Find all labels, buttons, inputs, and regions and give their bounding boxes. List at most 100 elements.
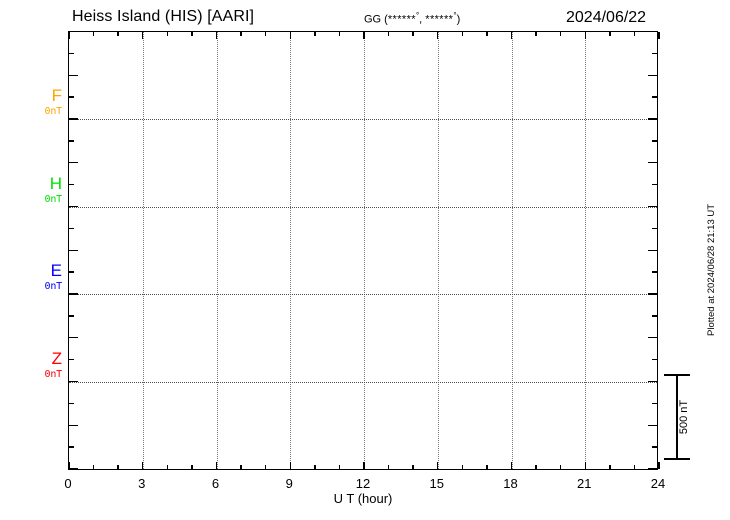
y-axis-tick <box>69 227 74 230</box>
x-axis-tick-label: 24 <box>650 476 666 491</box>
x-axis-tick <box>363 462 365 469</box>
x-axis-title: U T (hour) <box>333 491 393 506</box>
x-axis-tick <box>191 465 193 469</box>
y-axis-tick <box>648 380 657 383</box>
x-axis-tick <box>68 32 70 39</box>
y-axis-tick <box>69 74 78 76</box>
gg-latitude-degree: ° <box>415 11 420 20</box>
x-axis-tick <box>412 32 414 36</box>
x-axis-tick <box>387 465 390 469</box>
y-axis-tick <box>69 140 74 142</box>
vertical-gridline <box>437 32 439 469</box>
component-letter-h: H <box>49 173 62 193</box>
observation-date: 2024/06/22 <box>566 9 647 26</box>
y-axis-tick <box>648 424 657 426</box>
x-axis-tick <box>609 465 611 469</box>
gg-separator: , <box>419 13 426 26</box>
x-axis-tick <box>142 462 144 469</box>
scale-bar-line <box>676 374 678 460</box>
y-axis-tick <box>69 52 74 55</box>
magnetogram-plot-area <box>68 31 660 470</box>
x-axis-tick <box>658 32 660 39</box>
y-axis-tick <box>652 315 657 317</box>
x-axis-tick <box>117 465 119 469</box>
x-axis-tick <box>166 32 169 36</box>
y-axis-tick <box>652 140 657 142</box>
x-axis-tick <box>314 32 316 36</box>
x-axis-tick <box>92 465 95 469</box>
y-axis-tick <box>69 249 78 251</box>
x-axis-tick <box>584 462 586 469</box>
x-axis-tick <box>240 32 242 36</box>
y-axis-tick <box>652 446 657 448</box>
y-axis-tick <box>69 337 78 339</box>
vertical-gridline <box>216 32 218 469</box>
x-axis-tick <box>461 32 464 36</box>
y-axis-tick <box>69 468 78 470</box>
y-axis-tick <box>652 183 657 186</box>
x-axis-tick <box>633 32 636 36</box>
x-axis-tick <box>486 32 488 36</box>
x-axis-tick <box>289 32 291 39</box>
y-axis-tick <box>69 380 78 383</box>
x-axis-tick-label: 9 <box>285 476 293 491</box>
component-baseline-value-z: 0nT <box>44 368 63 380</box>
y-axis-tick <box>648 293 657 295</box>
y-axis-tick <box>648 74 657 76</box>
x-axis-tick <box>387 32 390 36</box>
x-axis-tick <box>166 465 169 469</box>
x-axis-tick-label: 18 <box>503 476 518 491</box>
x-axis-tick <box>559 465 562 469</box>
y-axis-tick <box>69 293 78 295</box>
x-axis-tick <box>363 32 365 39</box>
x-axis-tick <box>437 32 439 39</box>
gg-latitude: ****** <box>387 13 416 26</box>
x-axis-tick <box>338 465 341 469</box>
x-axis-tick <box>215 462 218 469</box>
y-axis-tick <box>648 337 657 339</box>
y-axis-tick <box>652 358 657 361</box>
x-axis-tick <box>289 462 291 469</box>
x-axis-tick <box>240 465 242 469</box>
x-axis-tick <box>92 32 95 36</box>
gg-longitude-degree: ° <box>453 11 457 20</box>
x-axis-tick <box>191 32 193 36</box>
y-axis-tick <box>648 468 657 470</box>
y-axis-tick <box>648 118 657 120</box>
y-axis-tick <box>69 424 78 426</box>
x-axis-tick-label: 0 <box>64 476 72 491</box>
x-axis-tick <box>314 465 316 469</box>
y-axis-tick <box>652 227 657 230</box>
x-axis-tick-label: 6 <box>211 476 220 491</box>
geographic-coordinates: GG (******°, ******°) <box>364 11 460 26</box>
y-axis-tick <box>69 358 74 361</box>
x-axis-tick <box>609 32 611 36</box>
y-axis-tick <box>69 96 74 98</box>
gg-longitude: ****** <box>425 13 454 26</box>
x-axis-tick <box>535 465 537 469</box>
y-axis-tick <box>648 249 657 251</box>
y-axis-tick <box>69 118 78 120</box>
x-axis-tick <box>559 32 562 36</box>
baseline-gridline-e <box>69 294 657 295</box>
x-axis-tick <box>584 32 586 39</box>
x-axis-tick <box>68 462 70 469</box>
x-axis-tick <box>510 32 513 39</box>
scale-bar-label: 500 nT <box>678 399 690 435</box>
component-baseline-value-f: 0nT <box>44 106 63 117</box>
vertical-gridline <box>142 32 144 469</box>
y-axis-tick <box>69 315 74 317</box>
x-axis-tick <box>437 462 439 469</box>
x-axis-tick <box>117 32 119 36</box>
baseline-gridline-z <box>69 381 657 383</box>
x-axis-tick-label: 15 <box>429 476 444 491</box>
x-axis-tick <box>338 32 341 36</box>
baseline-gridline-f <box>69 119 657 120</box>
y-axis-tick <box>652 96 657 98</box>
component-letter-e: E <box>50 261 62 280</box>
y-axis-tick <box>69 183 74 186</box>
gg-prefix: GG ( <box>364 13 388 26</box>
x-axis-tick-label: 12 <box>355 476 371 491</box>
component-baseline-value-e: 0nT <box>44 281 63 292</box>
x-axis-tick-label: 21 <box>577 476 592 491</box>
